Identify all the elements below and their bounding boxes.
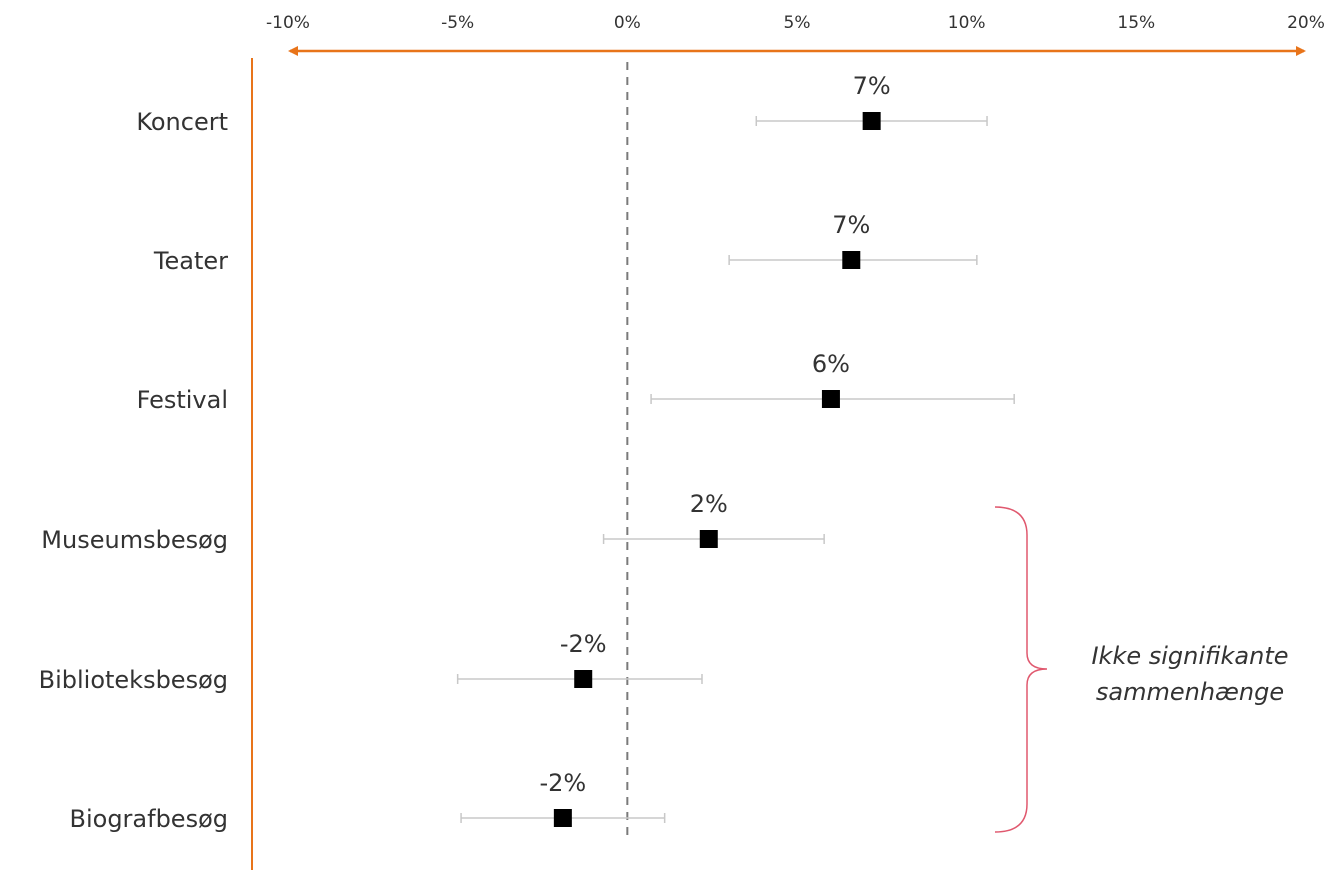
value-label: 2% [690, 490, 728, 518]
annotation-layer: Ikke signifikante sammenhænge [994, 506, 1289, 833]
category-label: Koncert [136, 108, 228, 136]
x-tick-label: 20% [1287, 13, 1325, 33]
rows-layer: Koncert 7% Teater 7% Festival 6% Museumsbesøg 2… [39, 72, 1015, 833]
significance-bracket [994, 506, 1048, 833]
point-marker [821, 390, 840, 408]
category-label: Biografbesøg [70, 805, 229, 833]
point-marker [699, 530, 718, 548]
x-tick-label: 10% [948, 13, 986, 33]
value-label: 7% [832, 211, 870, 239]
annotation-text: Ikke signifikante [1091, 642, 1288, 670]
value-label: -2% [539, 769, 586, 797]
x-tick-label: 15% [1117, 13, 1155, 33]
x-tick-label: -5% [441, 13, 474, 33]
point-marker [574, 670, 593, 688]
annotation-text: sammenhænge [1096, 678, 1284, 706]
x-tick-label: 5% [784, 13, 811, 33]
ticks-layer: -10% -5% 0% 5% 10% 15% 20% [266, 13, 1325, 33]
x-tick-label: -10% [266, 13, 310, 33]
category-label: Teater [153, 247, 228, 275]
axes-layer [251, 46, 1306, 870]
value-label: -2% [560, 630, 607, 658]
x-tick-label: 0% [614, 13, 641, 33]
point-marker [862, 112, 881, 130]
value-label: 6% [812, 350, 850, 378]
point-marker [842, 251, 861, 269]
point-marker [553, 809, 572, 827]
category-label: Festival [137, 386, 228, 414]
category-label: Biblioteksbesøg [39, 666, 228, 694]
category-label: Museumsbesøg [41, 526, 228, 554]
value-label: 7% [853, 72, 891, 100]
